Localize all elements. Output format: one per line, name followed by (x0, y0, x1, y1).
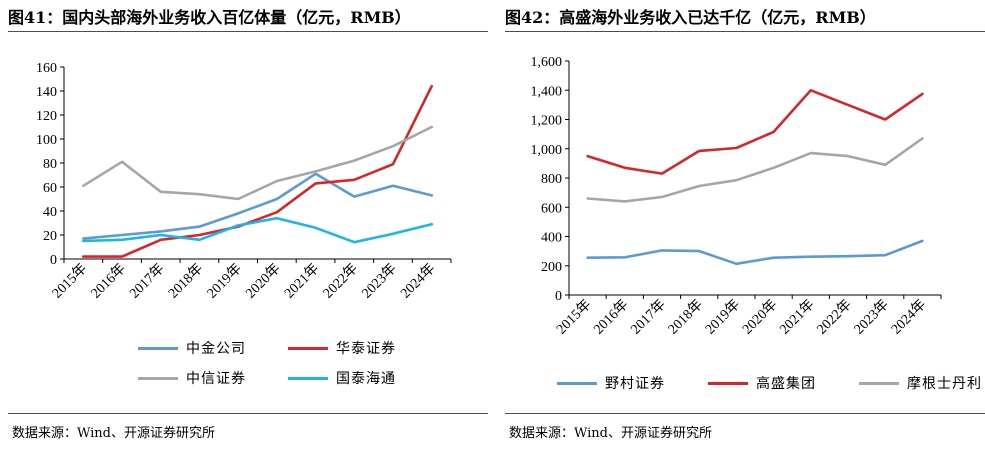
x-tick-label: 2017年 (628, 297, 669, 338)
legend-item: 中信证券 (138, 368, 246, 388)
y-tick-label: 1,200 (531, 114, 563, 129)
series-line-3 (586, 137, 924, 203)
x-tick-label: 2016年 (88, 261, 129, 302)
x-tick-label: 2018年 (165, 261, 206, 302)
legend-label: 摩根士丹利 (907, 376, 982, 392)
y-tick-label: 600 (541, 201, 562, 216)
y-tick-label: 800 (541, 172, 562, 187)
y-tick-label: 400 (541, 231, 562, 246)
chart-panel-left: 图41：国内头部海外业务收入百亿体量（亿元，RMB） 0 20 40 60 80 100 1… (0, 0, 488, 449)
y-tick-label: 160 (36, 61, 57, 76)
y-tick-label: 40 (43, 205, 57, 220)
x-tick-label: 2019年 (204, 261, 245, 302)
line-chart-domestic: 0204060801001201401602015年2016年2017年2018… (36, 61, 452, 302)
legend-label: 高盛集团 (756, 376, 816, 392)
series-line-1 (82, 172, 434, 240)
chart-panel-right: 图42：高盛海外业务收入已达千亿（亿元，RMB） 0 200 400 600 800 1,… (497, 0, 985, 449)
x-tick-label: 2024年 (888, 297, 929, 338)
legend-label: 华泰证券 (336, 341, 396, 357)
legend-swatch (288, 376, 328, 380)
series-line-4 (82, 216, 434, 244)
legend-label: 中信证券 (186, 371, 246, 387)
x-tick-label: 2021年 (281, 261, 322, 302)
legend-item: 野村证券 (557, 373, 665, 393)
y-tick-label: 140 (36, 85, 57, 100)
y-tick-label: 120 (36, 109, 57, 124)
x-tick-label: 2020年 (739, 297, 780, 338)
y-tick-label: 1,400 (531, 84, 563, 99)
x-tick-label: 2023年 (359, 261, 400, 302)
legend-swatch (288, 346, 328, 350)
line-chart-goldman: 02004006008001,0001,2001,4001,6002015年20… (531, 55, 942, 338)
x-tick-label: 2020年 (243, 261, 284, 302)
x-tick-label: 2019年 (702, 297, 743, 338)
y-tick-label: 200 (541, 260, 562, 275)
series-line-3 (82, 125, 434, 201)
legend-label: 国泰海通 (336, 371, 396, 387)
legend-swatch (138, 346, 178, 350)
y-tick-label: 0 (555, 289, 562, 304)
legend-swatch (557, 381, 597, 385)
legend-item: 高盛集团 (708, 373, 816, 393)
series-line-1 (586, 239, 924, 266)
x-tick-label: 2018年 (665, 297, 706, 338)
source-divider (8, 413, 488, 414)
legend-swatch (138, 376, 178, 380)
x-tick-label: 2022年 (814, 297, 855, 338)
legend-swatch (708, 381, 748, 385)
series-line-2 (586, 89, 924, 175)
legend-swatch (859, 381, 899, 385)
x-tick-label: 2024年 (397, 261, 438, 302)
source-note: 数据来源：Wind、开源证券研究所 (12, 426, 215, 441)
x-tick-label: 2023年 (851, 297, 892, 338)
source-divider (505, 413, 985, 414)
legend-item: 国泰海通 (288, 368, 396, 388)
legend-label: 野村证券 (605, 376, 665, 392)
source-note: 数据来源：Wind、开源证券研究所 (509, 426, 712, 441)
title-divider (8, 31, 488, 32)
x-tick-label: 2022年 (320, 261, 361, 302)
chart-title: 图42：高盛海外业务收入已达千亿（亿元，RMB） (505, 8, 876, 27)
y-tick-label: 0 (50, 253, 57, 268)
legend-item: 中金公司 (138, 338, 246, 358)
legend-label: 中金公司 (186, 341, 246, 357)
legend-item: 摩根士丹利 (859, 373, 982, 393)
legend-item: 华泰证券 (288, 338, 396, 358)
series-line-2 (82, 84, 434, 258)
x-tick-label: 2017年 (127, 261, 168, 302)
y-tick-label: 20 (43, 229, 57, 244)
y-tick-label: 1,000 (531, 143, 563, 158)
y-tick-label: 80 (43, 157, 57, 172)
x-tick-label: 2016年 (591, 297, 632, 338)
chart-title: 图41：国内头部海外业务收入百亿体量（亿元，RMB） (8, 8, 411, 27)
y-tick-label: 100 (36, 133, 57, 148)
y-tick-label: 60 (43, 181, 57, 196)
y-tick-label: 1,600 (531, 55, 563, 70)
x-tick-label: 2021年 (777, 297, 818, 338)
title-divider (505, 31, 985, 32)
